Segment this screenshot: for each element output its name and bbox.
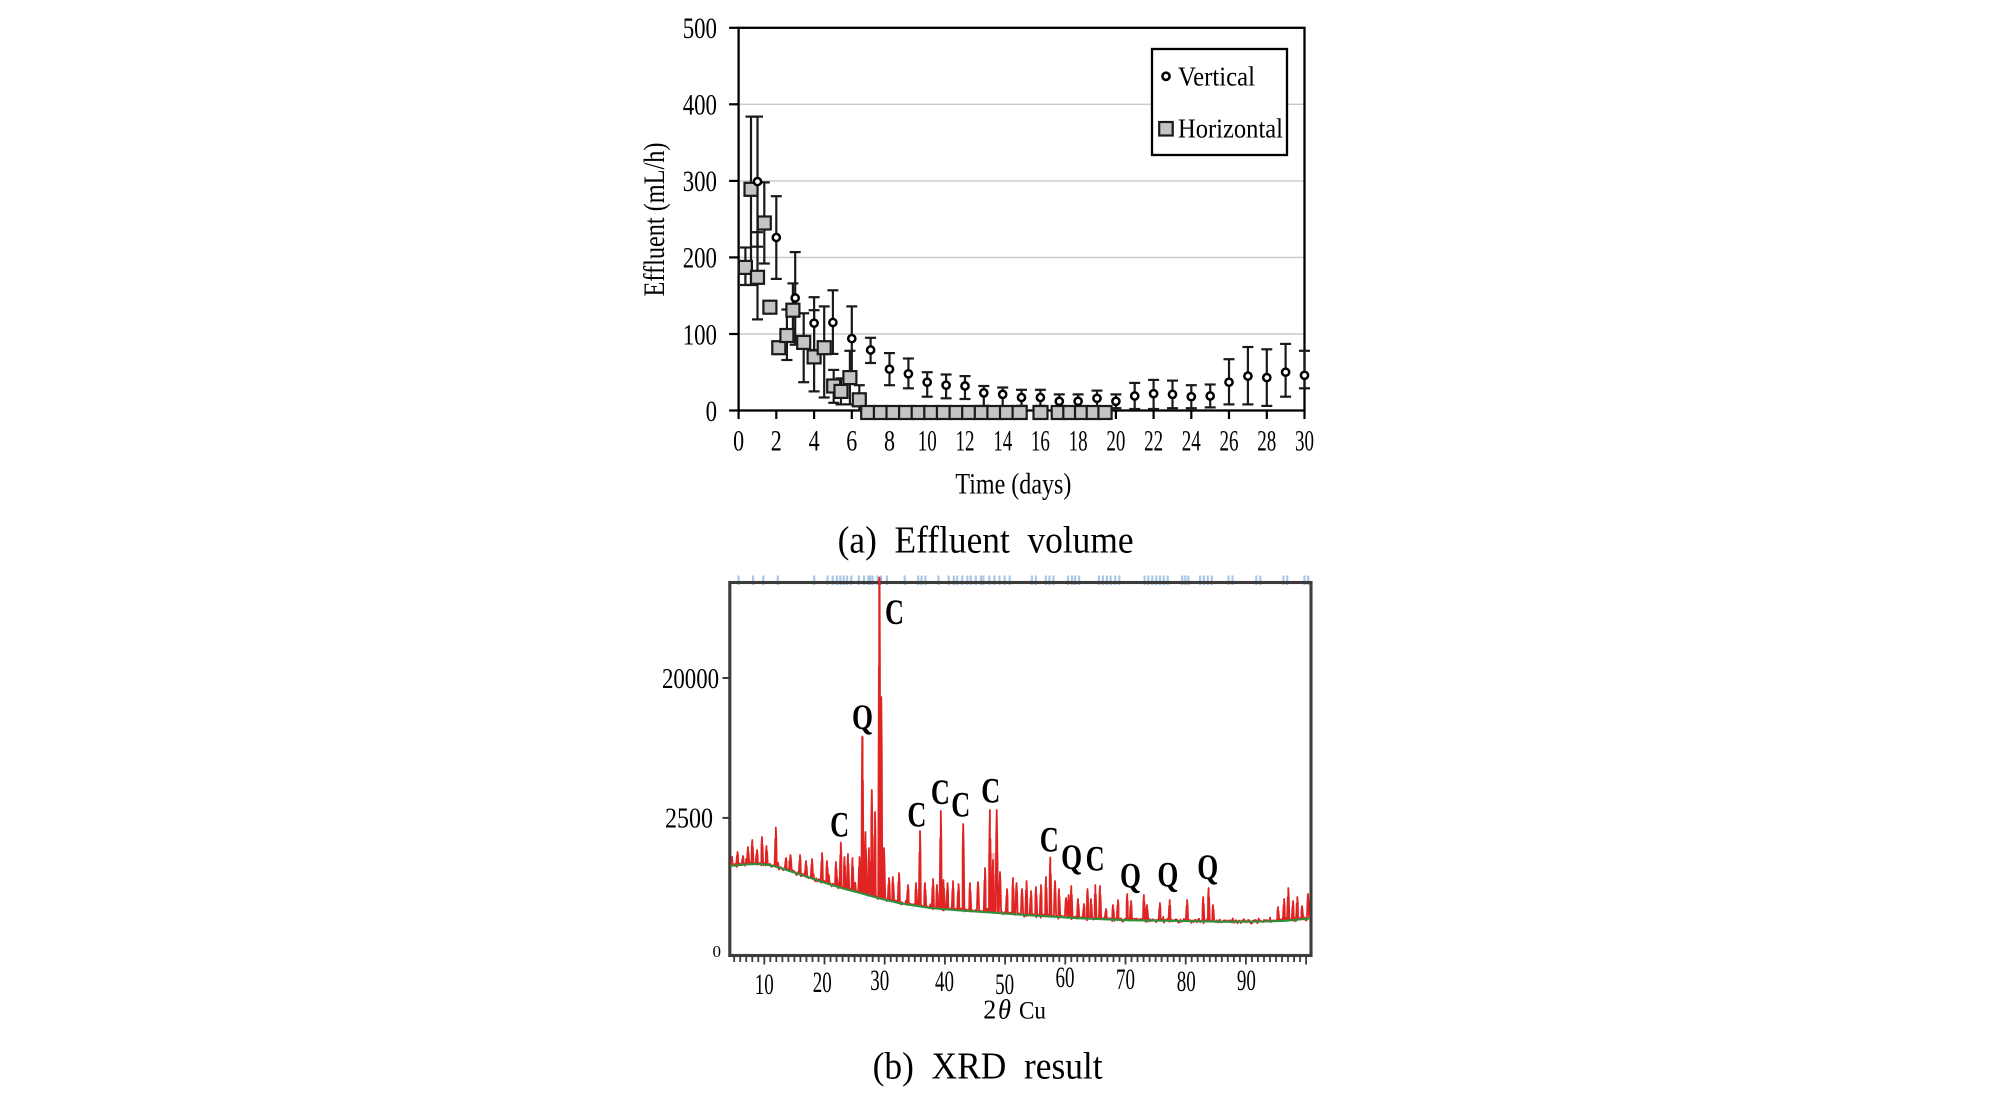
svg-text:14: 14 (993, 424, 1012, 457)
svg-text:Q: Q (1120, 855, 1141, 895)
svg-text:Q: Q (1197, 847, 1218, 887)
svg-text:80: 80 (1177, 965, 1196, 998)
svg-text:10: 10 (918, 424, 937, 457)
svg-text:20: 20 (813, 966, 832, 999)
svg-text:Q: Q (852, 697, 873, 737)
svg-text:0: 0 (713, 942, 722, 961)
svg-text:C: C (1086, 838, 1105, 878)
svg-text:4: 4 (809, 424, 820, 457)
svg-text:300: 300 (683, 165, 717, 198)
svg-text:70: 70 (1116, 963, 1135, 996)
svg-text:Cu: Cu (1019, 997, 1046, 1024)
svg-text:28: 28 (1257, 424, 1276, 457)
svg-text:2500: 2500 (665, 804, 713, 835)
svg-text:C: C (885, 592, 904, 632)
svg-text:Q: Q (1157, 854, 1178, 894)
svg-text:100: 100 (683, 318, 717, 351)
svg-text:400: 400 (683, 89, 717, 122)
svg-text:10: 10 (755, 968, 774, 1001)
svg-text:6: 6 (846, 424, 857, 457)
svg-text:Horizontal: Horizontal (1178, 114, 1283, 144)
svg-text:C: C (931, 772, 950, 812)
svg-text:Q: Q (1061, 837, 1082, 877)
svg-text:24: 24 (1182, 424, 1201, 457)
svg-text:2: 2 (771, 424, 782, 457)
svg-text:50: 50 (995, 968, 1014, 1001)
svg-text:40: 40 (935, 965, 954, 998)
svg-text:(b) XRD result: (b) XRD result (873, 1046, 1103, 1088)
svg-text:22: 22 (1144, 424, 1163, 457)
svg-text:C: C (981, 771, 1000, 811)
svg-text:C: C (1040, 819, 1059, 859)
svg-text:0: 0 (706, 395, 717, 428)
svg-text:C: C (951, 785, 970, 825)
svg-text:26: 26 (1220, 424, 1239, 457)
svg-text:20: 20 (1106, 424, 1125, 457)
svg-text:18: 18 (1069, 424, 1088, 457)
svg-text:20000: 20000 (662, 664, 719, 695)
svg-text:8: 8 (884, 424, 895, 457)
svg-text:200: 200 (683, 242, 717, 275)
svg-text:500: 500 (683, 12, 717, 45)
svg-text:2: 2 (983, 994, 996, 1024)
svg-text:30: 30 (870, 964, 889, 997)
svg-text:0: 0 (733, 424, 744, 457)
svg-text:C: C (830, 805, 849, 845)
svg-text:60: 60 (1056, 961, 1075, 994)
svg-text:12: 12 (956, 424, 975, 457)
svg-text:30: 30 (1295, 424, 1314, 457)
svg-text:Time (days): Time (days) (955, 468, 1071, 501)
svg-text:(a) Effluent volume: (a) Effluent volume (838, 519, 1134, 561)
svg-text:90: 90 (1237, 964, 1256, 997)
svg-text:C: C (907, 795, 926, 835)
svg-text:16: 16 (1031, 424, 1050, 457)
svg-text:Vertical: Vertical (1178, 62, 1255, 92)
svg-text:θ: θ (998, 994, 1011, 1024)
svg-text:Effluent (mL/h): Effluent (mL/h) (638, 143, 671, 297)
